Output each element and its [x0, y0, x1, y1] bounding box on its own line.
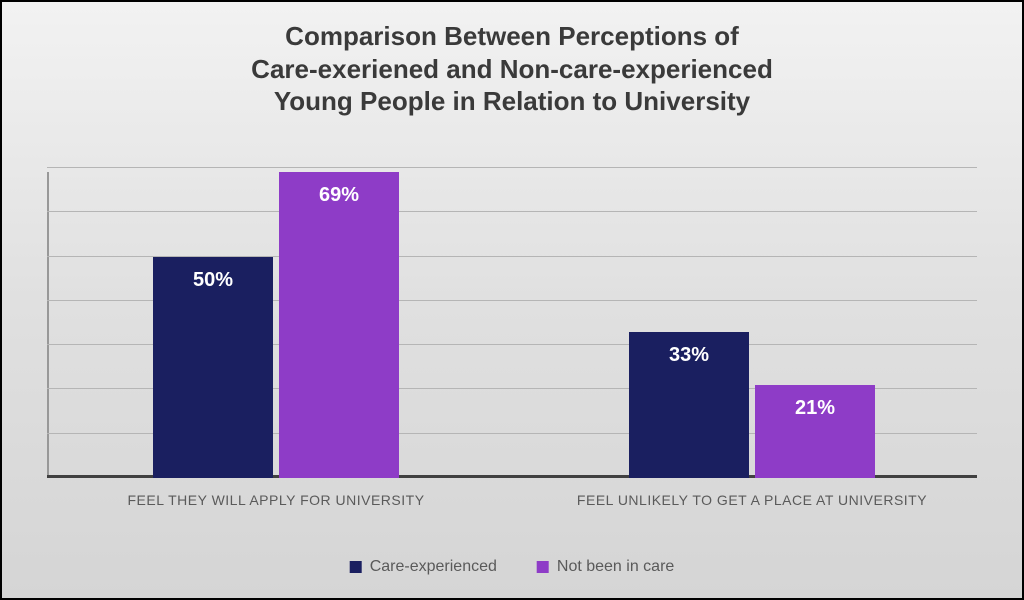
bar-value-label: 69%	[279, 184, 399, 207]
gridline	[47, 167, 977, 168]
title-line-2: Care-exeriened and Non-care-experienced	[2, 53, 1022, 86]
legend-item: Not been in care	[537, 558, 674, 576]
bar-group: 50%69%FEEL THEY WILL APPLY FOR UNIVERSIT…	[153, 172, 399, 478]
bar: 69%	[279, 172, 399, 478]
bar-value-label: 50%	[153, 269, 273, 292]
legend-swatch	[350, 561, 362, 573]
bar-value-label: 33%	[629, 344, 749, 367]
plot-area: 50%69%FEEL THEY WILL APPLY FOR UNIVERSIT…	[62, 172, 962, 478]
bar: 21%	[755, 385, 875, 478]
legend-label: Not been in care	[557, 558, 674, 576]
legend-label: Care-experienced	[370, 558, 497, 576]
bar-group: 33%21%FEEL UNLIKELY TO GET A PLACE AT UN…	[629, 172, 875, 478]
bar: 33%	[629, 332, 749, 478]
chart-frame: Comparison Between Perceptions of Care-e…	[0, 0, 1024, 600]
bar-value-label: 21%	[755, 397, 875, 420]
chart-title: Comparison Between Perceptions of Care-e…	[2, 2, 1022, 118]
legend-swatch	[537, 561, 549, 573]
title-line-1: Comparison Between Perceptions of	[2, 20, 1022, 53]
legend: Care-experienced Not been in care	[350, 558, 675, 576]
bar: 50%	[153, 257, 273, 478]
legend-item: Care-experienced	[350, 558, 497, 576]
category-label: FEEL UNLIKELY TO GET A PLACE AT UNIVERSI…	[577, 492, 927, 508]
title-line-3: Young People in Relation to University	[2, 85, 1022, 118]
category-label: FEEL THEY WILL APPLY FOR UNIVERSITY	[127, 492, 424, 508]
